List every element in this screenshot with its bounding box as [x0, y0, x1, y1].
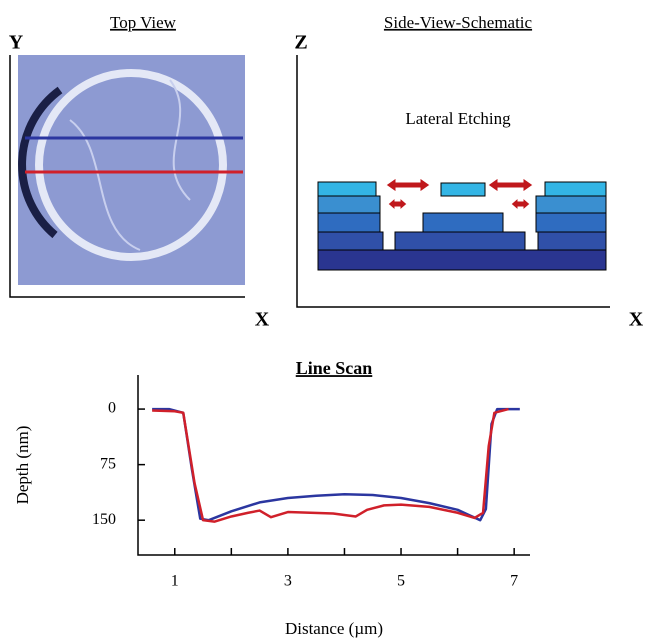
x-tick-label: 5	[397, 573, 405, 590]
annotation: Lateral Etching	[405, 109, 511, 128]
axis-label: X	[629, 309, 644, 331]
panel-title: Top View	[110, 13, 177, 32]
axis-label: X	[255, 309, 270, 331]
afm-image	[18, 55, 245, 285]
x-tick-label: 3	[284, 573, 292, 590]
y-tick-label: 75	[100, 455, 116, 472]
figure: Top View Y X Side-View-Schematic Z Later…	[0, 0, 649, 643]
axes	[138, 375, 530, 555]
scan-line	[152, 409, 508, 522]
y-axis-label: Depth (nm)	[13, 426, 32, 505]
scan-line	[152, 409, 520, 520]
chart-title: Line Scan	[296, 358, 373, 378]
layers	[318, 182, 606, 270]
axis-label: Y	[9, 32, 24, 54]
axis-label: Z	[294, 32, 307, 54]
y-tick-label: 150	[92, 511, 116, 528]
panel-title: Side-View-Schematic	[384, 13, 533, 32]
y-tick-label: 0	[108, 400, 116, 417]
x-tick-label: 7	[510, 573, 518, 590]
x-axis-label: Distance (µm)	[285, 619, 383, 638]
x-tick-label: 1	[171, 573, 179, 590]
